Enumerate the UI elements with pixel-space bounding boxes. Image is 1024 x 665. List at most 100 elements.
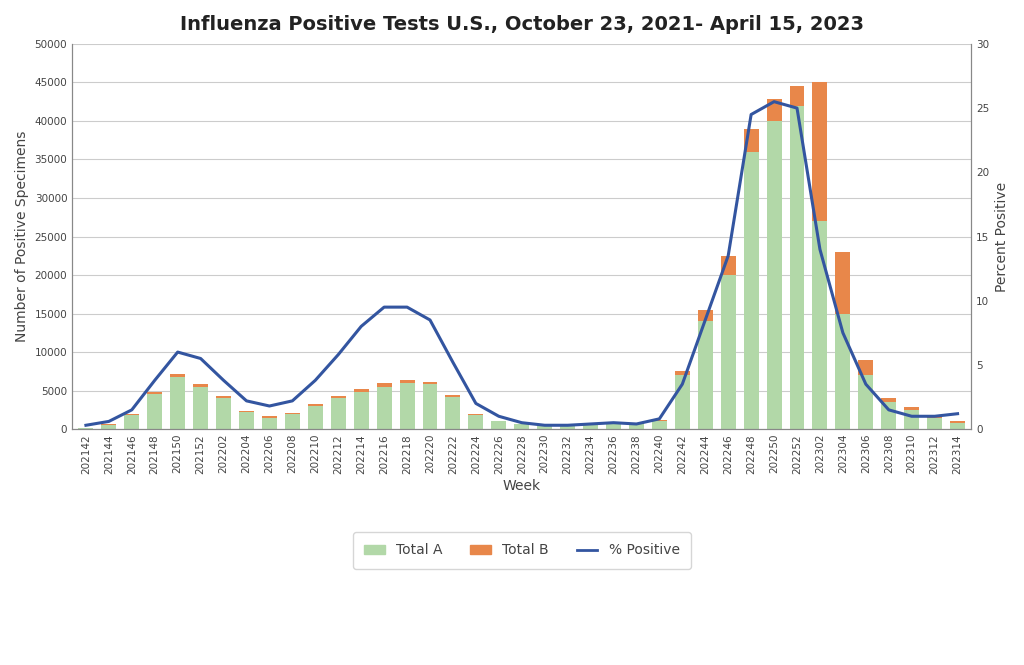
% Positive	[768, 98, 780, 106]
% Positive	[722, 252, 734, 260]
% Positive	[607, 419, 620, 427]
Bar	[147, 392, 162, 394]
Bar	[629, 424, 644, 429]
Bar	[790, 86, 805, 106]
Title: Influenza Positive Tests U.S., October 23, 2021- April 15, 2023: Influenza Positive Tests U.S., October 2…	[180, 15, 864, 34]
Bar	[492, 422, 506, 429]
% Positive	[951, 410, 964, 418]
Bar	[927, 418, 942, 429]
Bar	[101, 425, 117, 429]
Bar	[743, 128, 759, 152]
Bar	[652, 420, 667, 422]
Bar	[194, 387, 208, 429]
Line: % Positive: % Positive	[86, 102, 957, 425]
% Positive	[585, 420, 597, 428]
Bar	[331, 398, 346, 429]
% Positive	[883, 406, 895, 414]
% Positive	[653, 415, 666, 423]
% Positive	[676, 380, 688, 388]
Bar	[377, 383, 391, 387]
Bar	[468, 415, 483, 429]
% Positive	[470, 400, 482, 408]
% Positive	[493, 412, 505, 420]
Legend: Total A, Total B, % Positive: Total A, Total B, % Positive	[353, 533, 690, 569]
Bar	[79, 428, 93, 429]
Bar	[904, 410, 920, 429]
Bar	[147, 394, 162, 429]
Bar	[652, 422, 667, 429]
% Positive	[332, 350, 344, 358]
Bar	[124, 415, 139, 429]
Bar	[262, 416, 276, 418]
Bar	[560, 425, 575, 429]
Bar	[377, 387, 391, 429]
Bar	[697, 321, 713, 429]
Bar	[445, 397, 461, 429]
% Positive	[539, 421, 551, 429]
Bar	[331, 396, 346, 398]
% Positive	[309, 376, 322, 384]
Bar	[858, 360, 873, 375]
Bar	[262, 418, 276, 429]
Bar	[927, 415, 942, 418]
Bar	[721, 275, 735, 429]
Bar	[423, 384, 437, 429]
Bar	[216, 398, 231, 429]
% Positive	[241, 397, 253, 405]
Bar	[790, 106, 805, 429]
Bar	[767, 99, 781, 121]
Bar	[743, 152, 759, 429]
Y-axis label: Percent Positive: Percent Positive	[995, 182, 1009, 291]
Bar	[836, 252, 850, 313]
% Positive	[195, 354, 207, 362]
% Positive	[516, 419, 528, 427]
Bar	[124, 414, 139, 415]
Bar	[882, 402, 896, 429]
Bar	[836, 313, 850, 429]
% Positive	[424, 316, 436, 324]
Bar	[353, 389, 369, 392]
X-axis label: Week: Week	[503, 479, 541, 493]
% Positive	[905, 412, 918, 420]
% Positive	[631, 420, 643, 428]
Bar	[950, 422, 965, 423]
Bar	[697, 310, 713, 321]
Bar	[239, 410, 254, 412]
Bar	[514, 424, 529, 429]
Bar	[606, 422, 621, 429]
% Positive	[378, 303, 390, 311]
Bar	[285, 412, 300, 414]
% Positive	[217, 376, 229, 384]
% Positive	[401, 303, 414, 311]
% Positive	[102, 418, 115, 426]
Bar	[882, 398, 896, 402]
% Positive	[837, 329, 849, 336]
% Positive	[561, 421, 573, 429]
Bar	[812, 221, 827, 429]
Bar	[239, 412, 254, 429]
Bar	[858, 375, 873, 429]
% Positive	[860, 380, 872, 388]
Bar	[721, 256, 735, 275]
% Positive	[699, 316, 712, 324]
Bar	[950, 423, 965, 429]
% Positive	[814, 245, 826, 253]
Bar	[445, 395, 461, 397]
Bar	[194, 384, 208, 387]
% Positive	[126, 406, 138, 414]
% Positive	[172, 348, 184, 356]
Bar	[170, 374, 185, 377]
Bar	[308, 404, 323, 406]
Bar	[767, 121, 781, 429]
% Positive	[355, 323, 368, 331]
Bar	[538, 426, 552, 429]
Bar	[468, 414, 483, 415]
Y-axis label: Number of Positive Specimens: Number of Positive Specimens	[15, 131, 29, 342]
Bar	[812, 82, 827, 221]
Bar	[675, 370, 690, 375]
Bar	[285, 414, 300, 429]
Bar	[216, 396, 231, 398]
Bar	[170, 377, 185, 429]
Bar	[399, 380, 415, 383]
Bar	[904, 407, 920, 410]
